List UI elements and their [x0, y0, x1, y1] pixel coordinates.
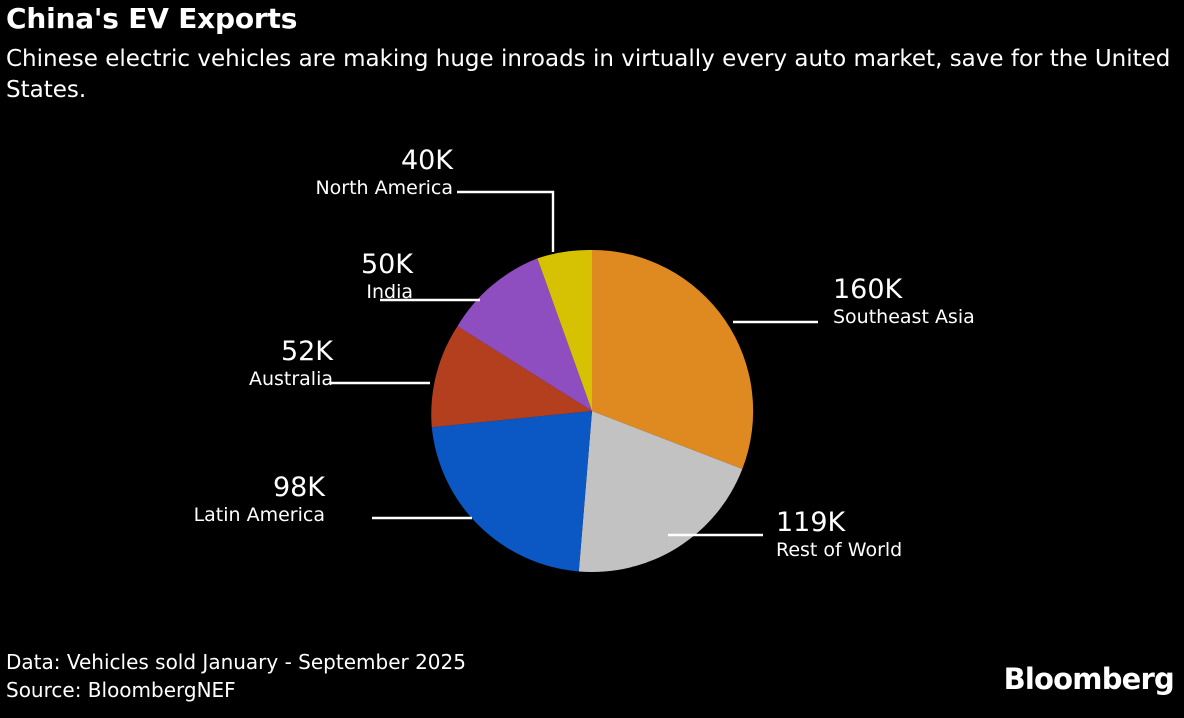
pie-slice-latin-america[interactable]: [431, 411, 592, 572]
callout-name-rest-of-world: Rest of World: [776, 539, 903, 561]
callout-rest-of-world: 119K Rest of World: [776, 508, 1096, 562]
callout-australia: 52K Australia: [48, 337, 333, 391]
callout-name-north-america: North America: [315, 177, 453, 199]
callout-value-north-america: 40K: [400, 145, 453, 176]
pie-slice-north-america[interactable]: [537, 249, 592, 411]
leader-line-north-america: [457, 190, 555, 252]
source-note: Source: BloombergNEF: [6, 678, 236, 702]
bloomberg-logo: Bloomberg: [1003, 662, 1175, 696]
footnotes: Data: Vehicles sold January - September …: [6, 648, 466, 704]
callout-north-america: 40K North America: [168, 146, 453, 200]
callout-value-rest-of-world: 119K: [776, 507, 846, 538]
chart-plot-area: 40K North America 50K India 52K Australi…: [0, 130, 1184, 630]
page-title: China's EV Exports: [6, 2, 298, 35]
pie-chart: [330, 190, 818, 573]
callout-southeast-asia: 160K Southeast Asia: [833, 275, 1153, 329]
callout-name-australia: Australia: [248, 368, 333, 390]
pie-slice-australia[interactable]: [431, 326, 592, 428]
callout-value-latin-america: 98K: [272, 472, 325, 503]
data-note: Data: Vehicles sold January - September …: [6, 650, 466, 674]
callout-latin-america: 98K Latin America: [40, 473, 325, 527]
pie-slices: [431, 249, 754, 573]
callout-name-latin-america: Latin America: [193, 504, 325, 526]
leader-lines: [330, 190, 818, 537]
chart-subtitle: Chinese electric vehicles are making hug…: [6, 46, 1171, 103]
callout-india: 50K India: [128, 250, 413, 304]
pie-slice-southeast-asia[interactable]: [592, 249, 754, 470]
callout-name-southeast-asia: Southeast Asia: [833, 306, 975, 328]
callout-value-southeast-asia: 160K: [833, 274, 903, 305]
chart-footer: Data: Vehicles sold January - September …: [0, 638, 1184, 718]
callout-name-india: India: [366, 281, 413, 303]
pie-slice-india[interactable]: [457, 258, 592, 411]
callout-value-india: 50K: [360, 249, 413, 280]
callout-value-australia: 52K: [280, 336, 333, 367]
pie-slice-rest-of-world[interactable]: [578, 411, 743, 573]
